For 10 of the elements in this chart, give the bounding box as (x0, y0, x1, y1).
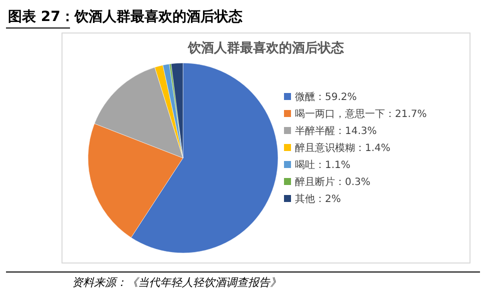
legend-label: 醉且意识模糊：1.4% (295, 142, 390, 154)
legend-label: 喝吐：1.1% (295, 159, 350, 171)
legend-label: 半醉半醒：14.3% (295, 125, 377, 137)
legend-label: 微醺：59.2% (295, 91, 357, 103)
legend-label: 其他：2% (295, 193, 341, 205)
chart-subtitle: 饮酒人群最喜欢的酒后状态 (187, 40, 345, 56)
legend-label: 醉且断片：0.3% (295, 176, 370, 188)
chart-title: 图表 27：饮酒人群最喜欢的酒后状态 (8, 8, 242, 25)
legend-label: 喝一两口，意思一下：21.7% (295, 108, 427, 120)
text: 资料来源：《当代年轻人轻饮酒调查报告》 (72, 276, 281, 289)
